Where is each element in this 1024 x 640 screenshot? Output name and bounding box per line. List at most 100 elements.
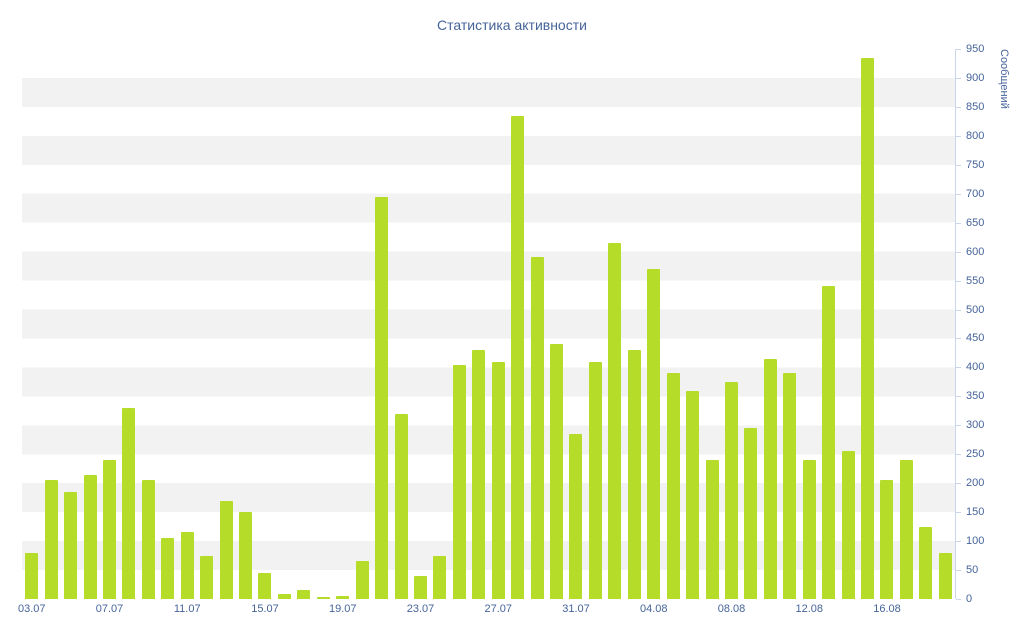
y-axis-label: 50	[966, 564, 979, 577]
x-axis-label: 11.07	[173, 603, 201, 615]
x-axis-label: 23.07	[406, 603, 435, 615]
y-axis-label: 700	[966, 187, 985, 200]
bar[interactable]	[783, 373, 797, 599]
y-axis-label: 600	[966, 245, 985, 258]
bar[interactable]	[569, 434, 583, 599]
y-axis-tick	[956, 106, 961, 108]
x-axis-label: 16.08	[873, 603, 901, 615]
x-axis-label: 07.07	[95, 603, 124, 615]
y-axis-tick	[956, 222, 961, 224]
y-axis-tick	[956, 599, 961, 600]
bar[interactable]	[530, 257, 544, 599]
x-axis-label: 04.08	[639, 603, 668, 615]
bars-layer	[22, 49, 955, 599]
bar[interactable]	[25, 552, 39, 599]
y-axis-tick	[956, 367, 961, 369]
bar[interactable]	[880, 480, 894, 599]
bar[interactable]	[550, 344, 564, 599]
bar[interactable]	[413, 575, 427, 599]
x-axis-label: 03.07	[17, 603, 46, 615]
bar[interactable]	[433, 555, 447, 599]
y-axis-tick	[956, 425, 961, 427]
bar[interactable]	[200, 555, 214, 599]
y-axis-tick	[956, 483, 961, 485]
x-axis-label: 31.07	[562, 603, 590, 615]
y-axis-label: 750	[966, 158, 985, 171]
bar[interactable]	[491, 361, 505, 599]
bar[interactable]	[122, 407, 136, 599]
bar[interactable]	[724, 381, 738, 599]
bar[interactable]	[938, 552, 952, 599]
y-axis-label: 950	[966, 43, 985, 55]
y-axis-label: 250	[966, 448, 985, 461]
bar[interactable]	[239, 512, 253, 599]
bar[interactable]	[841, 451, 855, 599]
bar[interactable]	[316, 597, 330, 599]
bar[interactable]	[822, 286, 836, 599]
chart-title: Статистика активности	[437, 17, 587, 33]
bar[interactable]	[219, 500, 233, 599]
y-axis-tick	[956, 135, 961, 137]
bar[interactable]	[336, 596, 350, 599]
bar[interactable]	[686, 390, 700, 599]
bar[interactable]	[297, 590, 311, 599]
bar[interactable]	[763, 358, 777, 599]
bar[interactable]	[472, 350, 486, 599]
bar[interactable]	[861, 57, 875, 599]
y-axis-label: 350	[966, 390, 985, 403]
bar[interactable]	[83, 474, 97, 599]
y-axis: 0 50 100 150 200 250 300 350 400 450 500 550 600 650 7…	[956, 43, 1022, 605]
bar[interactable]	[452, 364, 466, 599]
x-axis-label: 12.08	[795, 603, 823, 615]
bar[interactable]	[277, 594, 291, 599]
y-axis-label: 100	[966, 535, 985, 548]
y-axis-tick	[956, 77, 961, 79]
bar[interactable]	[394, 413, 408, 599]
y-axis-tick	[956, 164, 961, 166]
y-axis-tick	[956, 512, 961, 514]
y-axis-tick	[956, 280, 961, 282]
x-axis-label: 15.07	[251, 603, 279, 615]
x-axis-label: 08.08	[717, 603, 746, 615]
bar[interactable]	[744, 428, 758, 599]
bar[interactable]	[161, 538, 175, 599]
bar[interactable]	[588, 361, 602, 599]
x-axis-label: 19.07	[328, 603, 357, 615]
y-axis-label: 650	[966, 216, 985, 229]
y-axis-tick	[956, 309, 961, 311]
bar[interactable]	[102, 460, 116, 599]
y-axis-title: Сообщений	[998, 49, 1010, 109]
y-axis-tick	[956, 49, 961, 50]
bar[interactable]	[375, 196, 389, 599]
y-axis-label: 400	[966, 361, 985, 374]
bar[interactable]	[44, 480, 58, 599]
y-axis-label: 150	[966, 506, 985, 519]
bar[interactable]	[627, 350, 641, 599]
x-axis-label: 27.07	[484, 603, 512, 615]
bar[interactable]	[180, 532, 194, 599]
y-axis-label: 0	[966, 593, 973, 605]
bar[interactable]	[705, 460, 719, 599]
y-axis-tick	[956, 251, 961, 253]
y-axis-tick	[956, 541, 961, 543]
y-axis-tick	[956, 454, 961, 456]
y-axis-tick	[956, 396, 961, 398]
bar[interactable]	[355, 561, 369, 599]
bar[interactable]	[899, 460, 913, 599]
bar[interactable]	[802, 460, 816, 599]
bar[interactable]	[608, 242, 622, 599]
plot-area	[22, 49, 956, 599]
bar[interactable]	[258, 572, 272, 599]
y-axis-tick	[956, 338, 961, 340]
bar[interactable]	[647, 269, 661, 599]
bar[interactable]	[919, 526, 933, 599]
y-axis-tick	[956, 193, 961, 195]
y-axis-label: 850	[966, 100, 985, 113]
y-axis-label: 500	[966, 303, 985, 316]
bar[interactable]	[64, 491, 78, 599]
bar[interactable]	[511, 115, 525, 599]
bar[interactable]	[141, 480, 155, 599]
bar[interactable]	[666, 373, 680, 599]
y-axis-label: 300	[966, 419, 985, 432]
